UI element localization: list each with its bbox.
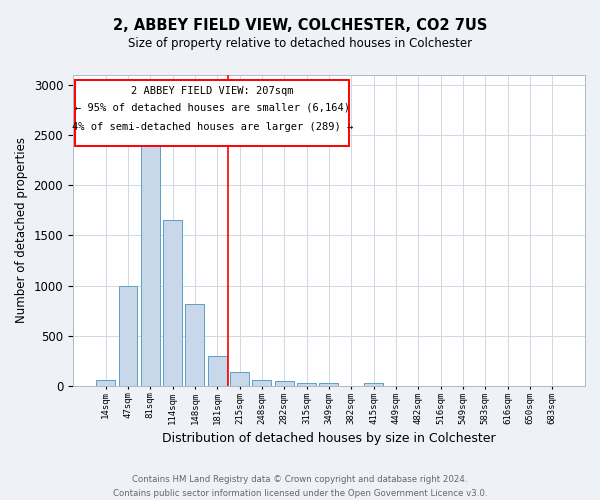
Bar [185,304,205,386]
Bar [208,356,227,386]
Bar [163,220,182,386]
Bar [141,140,160,386]
Bar [96,380,115,386]
Text: 2 ABBEY FIELD VIEW: 207sqm: 2 ABBEY FIELD VIEW: 207sqm [131,86,293,96]
Bar [230,372,249,386]
Y-axis label: Number of detached properties: Number of detached properties [15,138,28,324]
Bar [119,286,137,386]
Bar [297,383,316,386]
Text: 4% of semi-detached houses are larger (289) →: 4% of semi-detached houses are larger (2… [72,122,353,132]
X-axis label: Distribution of detached houses by size in Colchester: Distribution of detached houses by size … [162,432,496,445]
Bar [275,381,294,386]
Text: ← 95% of detached houses are smaller (6,164): ← 95% of detached houses are smaller (6,… [75,103,350,113]
Text: Size of property relative to detached houses in Colchester: Size of property relative to detached ho… [128,38,472,51]
Text: 2, ABBEY FIELD VIEW, COLCHESTER, CO2 7US: 2, ABBEY FIELD VIEW, COLCHESTER, CO2 7US [113,18,487,32]
Text: Contains HM Land Registry data © Crown copyright and database right 2024.
Contai: Contains HM Land Registry data © Crown c… [113,476,487,498]
FancyBboxPatch shape [76,80,349,146]
Bar [319,384,338,386]
Bar [364,383,383,386]
Bar [253,380,271,386]
